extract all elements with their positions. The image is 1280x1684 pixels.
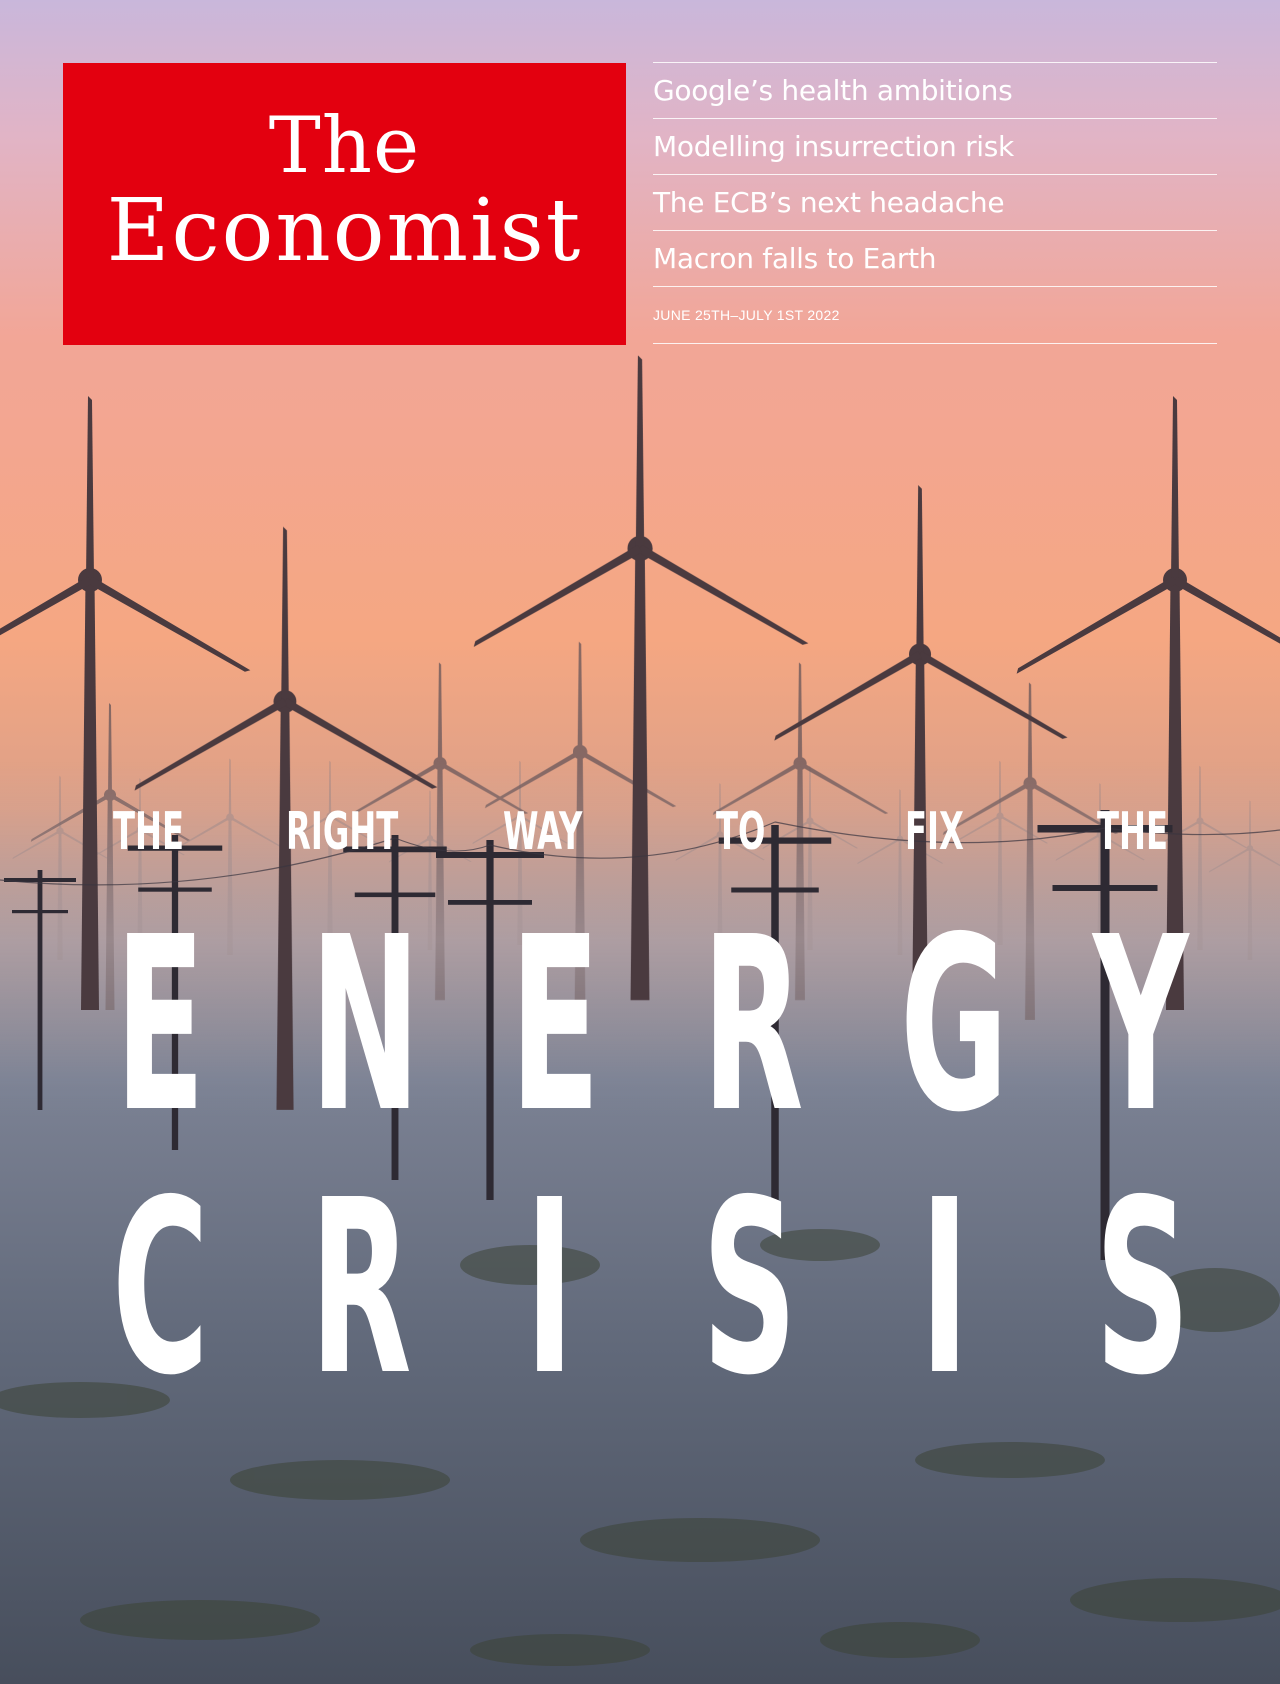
kicker-word: TO (716, 802, 766, 862)
title-letter: C (112, 1148, 209, 1428)
title-letter: R (702, 885, 804, 1165)
title-letter: R (310, 1148, 412, 1428)
economist-logo[interactable]: The Economist (63, 63, 626, 345)
title-letter: S (1095, 1148, 1191, 1428)
title-letter: S (702, 1148, 798, 1428)
kicker-word: THE (113, 802, 184, 862)
title-letter: I (525, 1148, 575, 1428)
title-letter: G (900, 885, 1009, 1165)
headline-macron[interactable]: Macron falls to Earth (653, 230, 1217, 286)
kicker-word: WAY (503, 802, 583, 862)
logo-word-economist: Economist (106, 181, 583, 281)
headline-google[interactable]: Google’s health ambitions (653, 62, 1217, 118)
issue-date: JUNE 25TH–JULY 1ST 2022 (653, 286, 1217, 344)
title-letter: E (115, 885, 206, 1165)
title-letter: I (920, 1148, 970, 1428)
logo-word-the: The (268, 101, 421, 191)
kicker-word: THE (1097, 802, 1168, 862)
cover-headlines: Google’s health ambitions Modelling insu… (653, 62, 1217, 344)
headline-insurrection[interactable]: Modelling insurrection risk (653, 118, 1217, 174)
kicker-word: FIX (905, 802, 964, 862)
title-letter: E (510, 885, 601, 1165)
title-letter: N (310, 885, 421, 1165)
kicker-word: RIGHT (286, 802, 399, 862)
title-letter: Y (1093, 885, 1189, 1165)
headline-ecb[interactable]: The ECB’s next headache (653, 174, 1217, 230)
